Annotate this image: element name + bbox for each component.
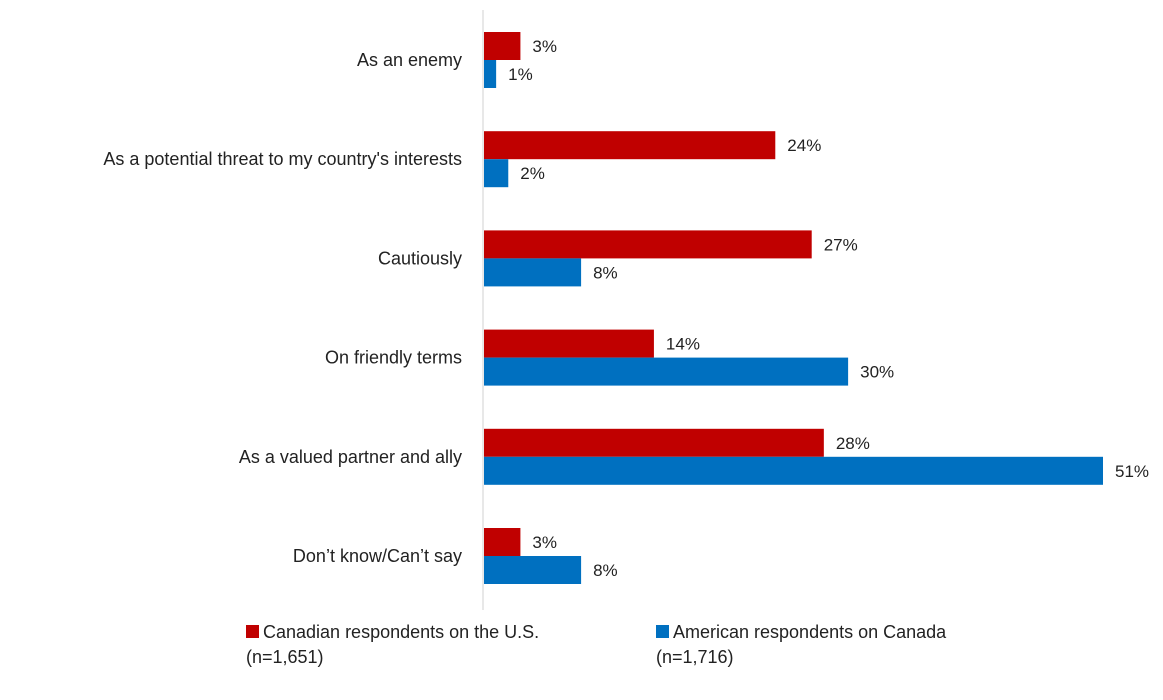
data-label-canadian: 3% (532, 37, 557, 56)
bar-american (484, 159, 509, 188)
category-label: On friendly terms (325, 348, 462, 368)
category-label: As an enemy (357, 50, 462, 70)
legend-label-american: American respondents on Canada (673, 622, 947, 642)
category-labels: As an enemy As a potential threat to my c… (103, 50, 462, 566)
legend-swatch-american (656, 625, 669, 638)
category-label: Cautiously (378, 248, 462, 268)
legend-note-american: (n=1,716) (656, 647, 734, 667)
bar-american (484, 456, 1103, 485)
bars (484, 32, 1103, 584)
data-label-american: 1% (508, 65, 533, 84)
bar-canadian (484, 131, 776, 160)
bar-canadian (484, 428, 824, 457)
bar-american (484, 60, 497, 88)
value-labels: 3% 1% 24% 2% 27% 8% 14% 30% 28% 51% 3% 8% (508, 37, 1149, 580)
bar-canadian (484, 329, 654, 358)
data-label-american: 2% (520, 164, 545, 183)
data-label-canadian: 14% (666, 335, 700, 354)
data-label-canadian: 24% (787, 136, 821, 155)
data-label-american: 51% (1115, 462, 1149, 481)
data-label-canadian: 3% (532, 533, 557, 552)
category-label: As a valued partner and ally (239, 447, 462, 467)
category-label: Don’t know/Can’t say (293, 546, 462, 566)
data-label-american: 8% (593, 561, 618, 580)
bar-canadian (484, 528, 521, 556)
data-label-canadian: 27% (824, 235, 858, 254)
bar-american (484, 357, 849, 386)
bar-american (484, 258, 582, 287)
legend-item-canadian: Canadian respondents on the U.S. (n=1,65… (246, 620, 539, 670)
bar-canadian (484, 230, 812, 259)
data-label-american: 8% (593, 263, 618, 282)
legend-note-canadian: (n=1,651) (246, 647, 324, 667)
bar-chart: As an enemy As a potential threat to my c… (103, 10, 1149, 610)
category-label: As a potential threat to my country's in… (103, 149, 462, 169)
legend-swatch-canadian (246, 625, 259, 638)
data-label-canadian: 28% (836, 434, 870, 453)
data-label-american: 30% (860, 363, 894, 382)
legend-label-canadian: Canadian respondents on the U.S. (263, 622, 540, 642)
bar-canadian (484, 32, 521, 60)
bar-american (484, 556, 582, 584)
legend-item-american: American respondents on Canada (n=1,716) (656, 620, 946, 670)
